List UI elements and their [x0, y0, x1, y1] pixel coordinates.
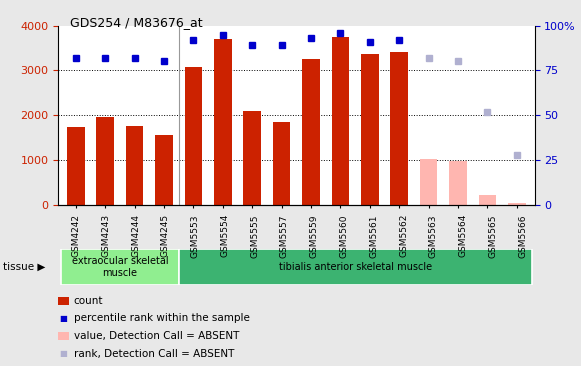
Text: GSM5560: GSM5560: [339, 214, 349, 258]
Text: GSM5554: GSM5554: [220, 214, 229, 258]
Bar: [302, 59, 320, 205]
Text: ■: ■: [59, 314, 67, 323]
Text: GSM5562: GSM5562: [399, 214, 408, 258]
Bar: [449, 161, 467, 205]
Text: rank, Detection Call = ABSENT: rank, Detection Call = ABSENT: [74, 348, 234, 359]
Bar: [332, 37, 349, 205]
Bar: [361, 54, 379, 205]
Text: GSM5565: GSM5565: [489, 214, 497, 258]
Text: GDS254 / M83676_at: GDS254 / M83676_at: [70, 16, 202, 30]
Text: GSM4244: GSM4244: [131, 214, 140, 257]
Bar: [479, 195, 496, 205]
Text: GSM5566: GSM5566: [518, 214, 527, 258]
Bar: [125, 127, 144, 205]
Bar: [96, 117, 114, 205]
Bar: [508, 203, 526, 205]
Bar: [155, 135, 173, 205]
Bar: [214, 39, 232, 205]
Bar: [420, 159, 437, 205]
Text: GSM4245: GSM4245: [161, 214, 170, 257]
Text: tibialis anterior skeletal muscle: tibialis anterior skeletal muscle: [278, 262, 432, 272]
Text: GSM5557: GSM5557: [280, 214, 289, 258]
Bar: [390, 52, 408, 205]
Text: count: count: [74, 296, 103, 306]
Text: GSM5555: GSM5555: [250, 214, 259, 258]
Bar: [185, 67, 202, 205]
Bar: [273, 122, 290, 205]
Bar: [243, 111, 261, 205]
Bar: [67, 127, 85, 205]
Text: value, Detection Call = ABSENT: value, Detection Call = ABSENT: [74, 331, 239, 341]
Text: extraocular skeletal
muscle: extraocular skeletal muscle: [71, 256, 168, 278]
Text: GSM5563: GSM5563: [429, 214, 437, 258]
Text: GSM4242: GSM4242: [71, 214, 80, 257]
Text: tissue ▶: tissue ▶: [3, 262, 45, 272]
Text: GSM5559: GSM5559: [310, 214, 318, 258]
Text: ■: ■: [59, 349, 67, 358]
Bar: [61, 249, 179, 285]
Text: GSM5553: GSM5553: [191, 214, 199, 258]
Text: percentile rank within the sample: percentile rank within the sample: [74, 313, 250, 324]
Text: GSM5561: GSM5561: [370, 214, 378, 258]
Text: GSM4243: GSM4243: [101, 214, 110, 257]
Text: GSM5564: GSM5564: [458, 214, 468, 258]
Bar: [179, 249, 532, 285]
